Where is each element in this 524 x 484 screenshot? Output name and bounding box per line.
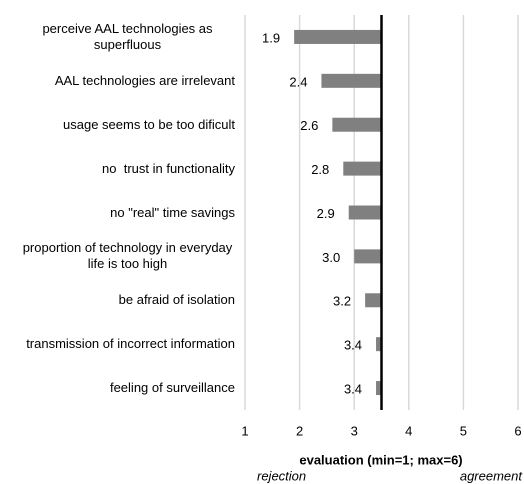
category-label: perceive AAL technologies as superfluous xyxy=(20,21,235,53)
category-text: proportion of technology in everyday lif… xyxy=(22,240,236,272)
category-label: be afraid of isolation xyxy=(20,292,235,308)
category-label: no "real" time savings xyxy=(20,205,235,221)
x-tick-label: 4 xyxy=(405,423,412,438)
category-label: feeling of surveillance xyxy=(20,380,235,396)
category-label: transmission of incorrect information xyxy=(20,336,235,352)
bar xyxy=(294,29,382,44)
value-label: 1.9 xyxy=(262,30,280,45)
x-tick-label: 3 xyxy=(351,423,358,438)
bar xyxy=(376,337,382,352)
value-label: 3.4 xyxy=(344,381,362,396)
value-label: 2.9 xyxy=(317,206,335,221)
bar xyxy=(348,205,382,220)
x-axis-title: evaluation (min=1; max=6) xyxy=(299,452,462,467)
value-label: 3.2 xyxy=(333,294,351,309)
x-tick-label: 6 xyxy=(514,423,521,438)
x-tick-label: 1 xyxy=(241,423,248,438)
category-text: perceive AAL technologies as superfluous xyxy=(42,20,217,52)
bar xyxy=(332,117,382,132)
value-label: 2.6 xyxy=(300,118,318,133)
category-text: AAL technologies are irrelevant xyxy=(54,72,235,88)
category-text: be afraid of isolation xyxy=(118,292,235,308)
bar xyxy=(321,73,382,88)
x-tick-label: 5 xyxy=(460,423,467,438)
value-label: 2.4 xyxy=(289,74,307,89)
value-label: 3.4 xyxy=(344,338,362,353)
value-label: 3.0 xyxy=(322,250,340,265)
bar xyxy=(376,381,382,396)
category-text: no "real" time savings xyxy=(110,204,235,220)
bar xyxy=(354,249,382,264)
bar xyxy=(365,293,382,308)
category-text: transmission of incorrect information xyxy=(26,336,235,352)
bar xyxy=(343,161,382,176)
x-axis-left-label: rejection xyxy=(257,468,306,483)
category-label: proportion of technology in everyday lif… xyxy=(20,240,235,272)
value-label: 2.8 xyxy=(311,162,329,177)
category-label: AAL technologies are irrelevant xyxy=(20,73,235,89)
x-axis-right-label: agreement xyxy=(460,468,524,483)
x-tick-label: 2 xyxy=(296,423,303,438)
category-label: usage seems to be too dificult xyxy=(20,117,235,133)
category-text: no trust in functionality xyxy=(102,160,235,176)
category-label: no trust in functionality xyxy=(20,161,235,177)
category-text: usage seems to be too dificult xyxy=(63,116,235,132)
category-text: feeling of surveillance xyxy=(109,380,235,396)
